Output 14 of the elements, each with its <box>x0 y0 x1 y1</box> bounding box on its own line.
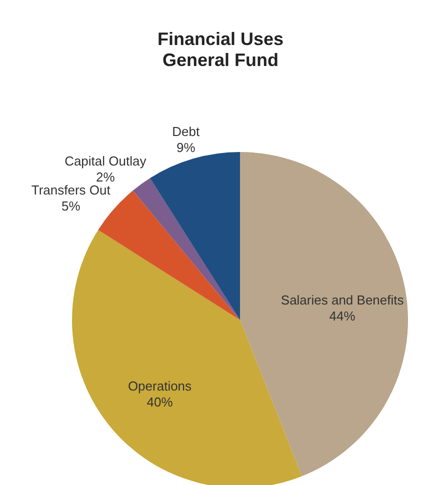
pie-slice <box>150 152 240 320</box>
slice-label: Debt <box>172 124 200 139</box>
slice-label: Capital Outlay <box>64 153 147 168</box>
data-label: 5% <box>61 198 81 214</box>
slice-label: Salaries and Benefits <box>280 292 404 308</box>
pie-slice <box>132 178 240 320</box>
data-label: 44% <box>329 308 356 324</box>
data-label: 40% <box>146 394 174 410</box>
slice-label: Transfers Out <box>31 182 111 198</box>
data-label: 2% <box>96 169 116 184</box>
chart-title: Financial Uses <box>157 29 284 49</box>
chart-subtitle: General Fund <box>162 50 279 70</box>
data-label: 9% <box>176 140 196 155</box>
slice-label: Operations <box>128 378 192 394</box>
